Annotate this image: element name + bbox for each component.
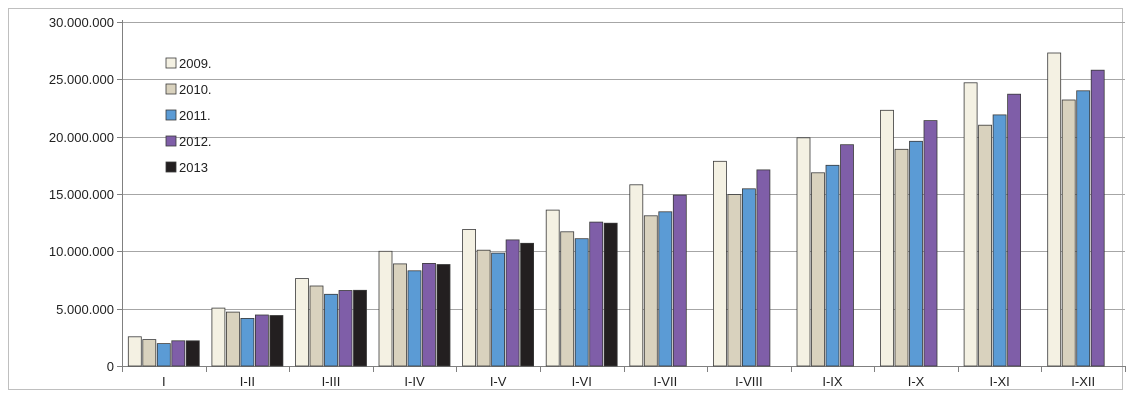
- bar-2011-I-II: [240, 317, 255, 367]
- bar-2009-I-XI: [963, 82, 978, 367]
- bar-2011-I-V: [491, 252, 506, 367]
- bar-2012-I-III: [338, 290, 353, 367]
- x-tick-label: I-II: [240, 374, 255, 389]
- legend-label: 2013: [179, 160, 208, 175]
- bar-2012-I-II: [254, 314, 269, 367]
- bar-2010-I-II: [225, 311, 240, 367]
- x-tick-label: I-VII: [653, 374, 677, 389]
- bar-2011-I-XI: [992, 114, 1007, 367]
- y-tick-label: 0: [107, 359, 114, 374]
- bar-2012-I-VIII: [756, 169, 771, 367]
- bar-2012-I-XI: [1007, 93, 1021, 367]
- bar-2010-I-XII: [1061, 99, 1076, 367]
- bar-2013-I-VI: [603, 222, 618, 367]
- bar-2009-I-VIII: [713, 160, 727, 367]
- bar-2012-I-VI: [589, 221, 604, 367]
- bar-2010-I-IV: [393, 263, 407, 367]
- y-tick-label: 15.000.000: [49, 187, 114, 202]
- bar-2010-I-V: [476, 249, 491, 367]
- bar-2013-I-III: [353, 289, 367, 367]
- x-axis: I I-II I-III I-IV I-V I-VI I-VII I-VIII I-IX I-X I…: [122, 366, 1126, 389]
- x-tick-label: I-III: [322, 374, 341, 389]
- bar-2012-I-X: [923, 120, 938, 367]
- bar-2010-I-VIII: [727, 194, 742, 367]
- bar-2011-I-XII: [1076, 90, 1091, 367]
- y-tick-label: 20.000.000: [49, 130, 114, 145]
- x-tick-label: I-IV: [404, 374, 425, 389]
- x-tick-label: I-VIII: [735, 374, 762, 389]
- bar-2012-I-IX: [840, 144, 854, 367]
- bar-2011-I-IX: [825, 164, 840, 367]
- bar-2011-I-X: [909, 140, 923, 367]
- y-tick-label: 30.000.000: [49, 15, 114, 30]
- bar-2010-I-VII: [643, 215, 658, 367]
- bars: [127, 52, 1105, 367]
- legend-swatch: [165, 161, 177, 173]
- y-tick-label: 5.000.000: [56, 302, 114, 317]
- bar-2009-I-XII: [1047, 52, 1062, 367]
- x-tick-label: I: [162, 374, 166, 389]
- x-tick-label: I-VI: [572, 374, 592, 389]
- bar-2010-I-XI: [978, 124, 992, 367]
- bar-2009-I-IV: [378, 250, 393, 367]
- bar-2013-I-IV: [436, 264, 451, 367]
- legend-swatch: [165, 109, 177, 121]
- legend-label: 2010.: [179, 82, 212, 97]
- bar-2010-I-X: [894, 148, 909, 367]
- bar-2013-I-V: [520, 242, 534, 367]
- legend-label: 2009.: [179, 56, 212, 71]
- bar-2010-I-VI: [560, 231, 575, 367]
- y-axis: 0 5.000.000 10.000.000 15.000.000 20.000.000…: [49, 15, 123, 374]
- bar-2011-I-VII: [658, 211, 673, 367]
- legend-swatch: [165, 57, 177, 69]
- bar-2012-I-IV: [422, 262, 436, 367]
- legend-label: 2011.: [179, 108, 211, 123]
- bar-2011-I-III: [324, 293, 338, 367]
- bar-2009-I: [127, 336, 142, 367]
- bar-2012-I: [171, 340, 186, 367]
- bar-2009-I-X: [880, 109, 894, 367]
- bar-2010-I: [142, 339, 157, 367]
- y-tick-label: 10.000.000: [49, 244, 114, 259]
- legend-swatch: [165, 135, 177, 147]
- x-tick-label: I-V: [490, 374, 507, 389]
- bar-2011-I-IV: [407, 270, 422, 367]
- chart-frame: [8, 8, 1123, 390]
- y-tick-label: 25.000.000: [49, 72, 114, 87]
- bar-2011-I-VI: [574, 238, 589, 367]
- bar-2012-I-V: [505, 239, 520, 367]
- bar-2010-I-IX: [811, 172, 825, 367]
- bar-2012-I-VII: [672, 194, 687, 367]
- bar-2011-I: [156, 343, 171, 367]
- bar-2009-I-V: [462, 229, 477, 367]
- bar-2009-I-IX: [796, 137, 811, 367]
- x-tick-label: I-IX: [822, 374, 843, 389]
- bar-2009-I-VI: [545, 209, 560, 367]
- bar-2010-I-III: [309, 285, 324, 367]
- legend: 2009. 2010. 2011. 2012. 2013: [165, 56, 212, 175]
- bar-2009-I-VII: [629, 184, 644, 367]
- x-tick-label: I-XI: [990, 374, 1010, 389]
- bar-2013-I: [185, 340, 200, 367]
- x-tick-label: I-X: [908, 374, 925, 389]
- x-tick-label: I-XII: [1071, 374, 1095, 389]
- legend-label: 2012.: [179, 134, 212, 149]
- legend-swatch: [165, 83, 177, 95]
- gridlines: [8, 8, 1125, 390]
- bar-2013-I-II: [269, 315, 284, 367]
- bar-2009-I-II: [211, 307, 226, 367]
- bar-2012-I-XII: [1090, 69, 1105, 367]
- bar-2011-I-VIII: [742, 188, 756, 367]
- bar-2009-I-III: [295, 278, 309, 367]
